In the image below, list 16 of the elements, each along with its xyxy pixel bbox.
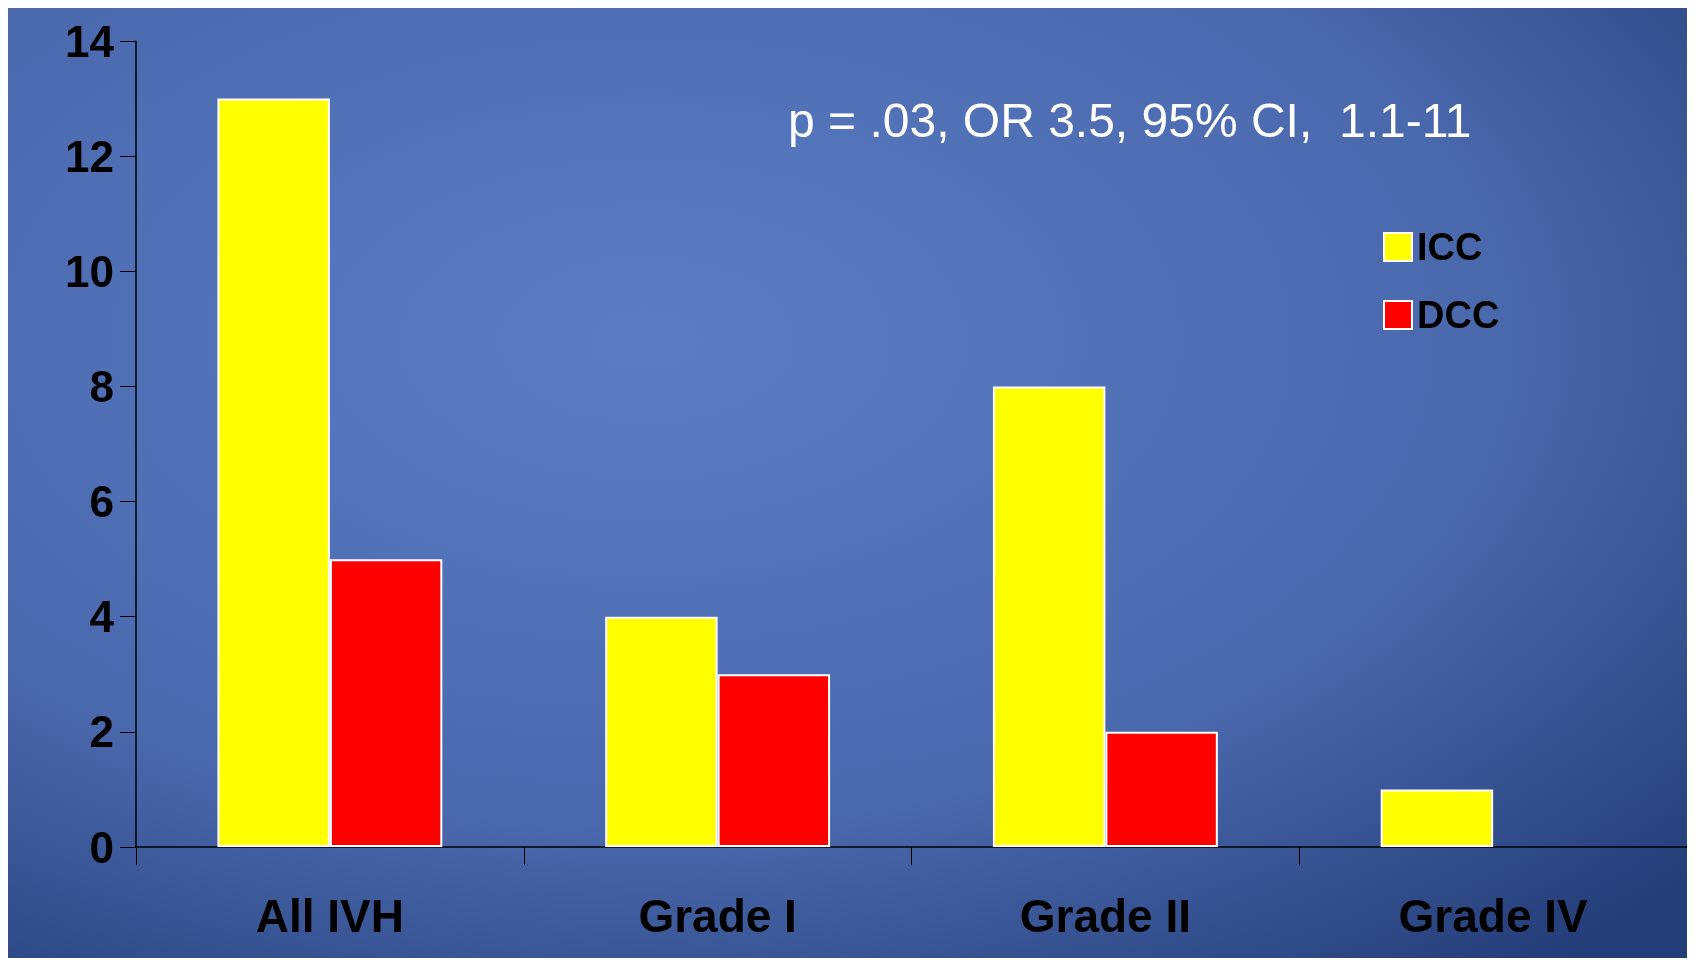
x-tick-label: Grade II [1019,890,1192,942]
legend-label: DCC [1417,294,1500,336]
x-tick-label: Grade IV [1398,890,1589,942]
y-tick-label: 4 [89,592,115,642]
y-tick-label: 10 [65,246,114,296]
x-tick-label: Grade I [638,890,797,942]
y-tick-label: 14 [65,16,115,66]
y-tick-label: 12 [65,131,114,181]
legend-label: ICC [1417,226,1483,268]
annotation: p = .03, OR 3.5, 95% CI, 1.1-11 [788,93,1472,147]
bar [1380,789,1494,847]
y-tick-label: 6 [89,477,114,527]
x-tick-label: All IVH [255,890,404,942]
y-tick-label: 0 [89,822,114,872]
y-tick-label: 8 [89,361,114,411]
y-tick-label: 2 [89,707,114,757]
